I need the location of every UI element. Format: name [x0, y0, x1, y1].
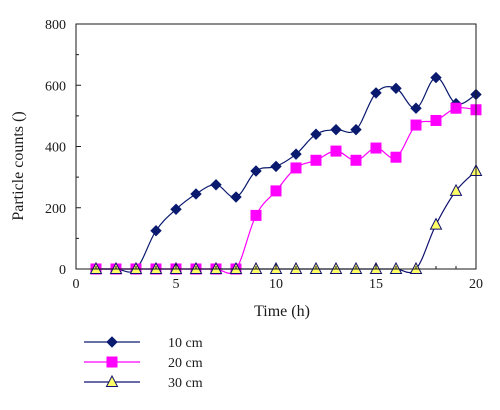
- legend-label: 10 cm: [168, 336, 203, 351]
- legend-item-20-cm: 20 cm: [84, 356, 203, 371]
- y-tick-label: 600: [45, 79, 66, 94]
- series-20-cm: [90, 102, 482, 275]
- data-point-10-cm: [390, 82, 402, 95]
- legend-label: 20 cm: [168, 356, 203, 371]
- plot-frame: [75, 23, 477, 270]
- data-point-10-cm: [310, 128, 322, 140]
- data-point-10-cm: [230, 191, 242, 203]
- legend-marker: [105, 374, 119, 387]
- plot-area: [89, 71, 483, 275]
- data-point-10-cm: [430, 71, 442, 84]
- legend: 10 cm 20 cm 30 cm: [84, 336, 203, 391]
- y-tick-label: 200: [45, 202, 66, 217]
- legend-label: 30 cm: [168, 376, 203, 391]
- data-point-10-cm: [370, 87, 382, 99]
- data-point-30-cm: [449, 183, 463, 196]
- data-point-10-cm: [210, 179, 222, 191]
- legend-item-10-cm: 10 cm: [84, 336, 203, 351]
- data-point-10-cm: [250, 165, 262, 177]
- data-point-10-cm: [150, 225, 162, 237]
- legend-item-30-cm: 30 cm: [84, 374, 203, 391]
- data-point-10-cm: [350, 123, 362, 136]
- series-30-cm: [89, 163, 483, 274]
- y-tick-label: 0: [59, 263, 66, 278]
- x-tick-label: 5: [173, 277, 180, 292]
- data-point-10-cm: [290, 148, 302, 160]
- data-point-30-cm: [429, 217, 443, 230]
- x-axis-title: Time (h): [254, 303, 310, 320]
- data-point-20-cm: [410, 119, 422, 131]
- series-line-30-cm: [96, 170, 477, 274]
- legend-marker: [106, 356, 118, 368]
- x-tick-label: 15: [369, 277, 383, 292]
- data-point-20-cm: [350, 154, 362, 166]
- legend-marker: [106, 336, 118, 348]
- series-10-cm: [90, 71, 482, 275]
- data-point-20-cm: [310, 154, 322, 166]
- x-tick-label: 10: [269, 277, 283, 292]
- data-point-20-cm: [250, 209, 262, 221]
- series-line-20-cm: [96, 107, 477, 274]
- data-point-10-cm: [270, 160, 282, 173]
- x-tick-label: 0: [73, 277, 80, 292]
- y-tick-label: 400: [45, 141, 66, 156]
- data-point-20-cm: [270, 185, 282, 197]
- x-tick-label: 20: [469, 277, 483, 292]
- data-point-10-cm: [330, 123, 342, 136]
- data-point-10-cm: [190, 188, 202, 200]
- data-point-20-cm: [390, 151, 402, 163]
- data-point-20-cm: [450, 102, 462, 114]
- data-point-20-cm: [290, 162, 302, 174]
- data-point-20-cm: [330, 145, 342, 157]
- data-point-10-cm: [410, 102, 422, 114]
- y-tick-label: 800: [45, 18, 66, 33]
- y-axis-title: Particle counts (): [10, 111, 27, 220]
- data-point-20-cm: [370, 142, 382, 154]
- data-point-10-cm: [170, 203, 182, 215]
- data-point-20-cm: [430, 114, 442, 126]
